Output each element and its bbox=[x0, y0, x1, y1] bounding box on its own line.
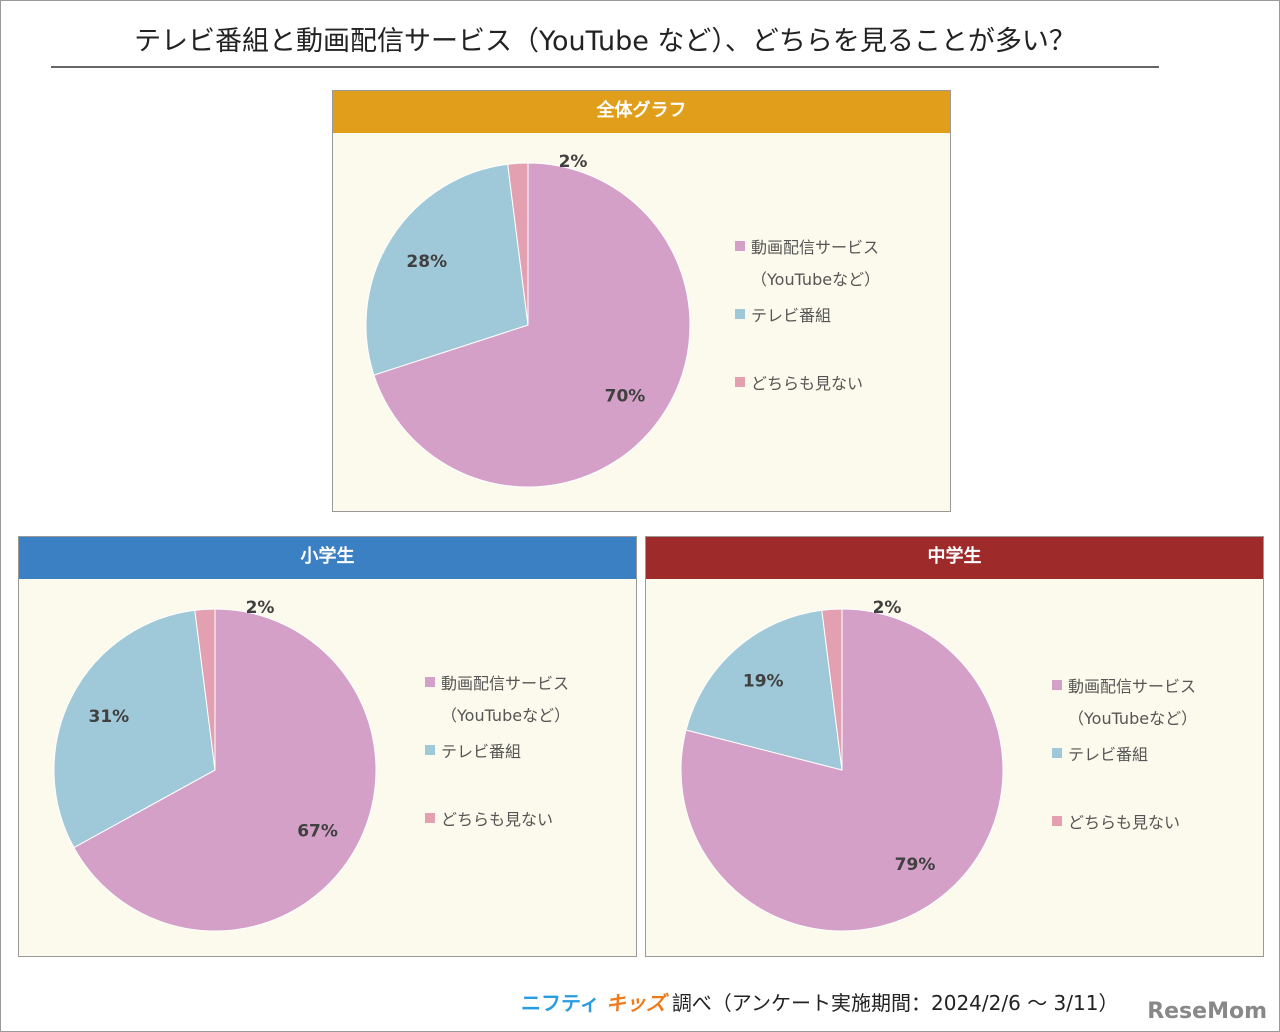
slice-none bbox=[507, 162, 529, 326]
brand-logo-kids: キッズ bbox=[605, 991, 666, 1015]
slice-tv bbox=[365, 163, 529, 376]
slice-none bbox=[194, 608, 216, 771]
watermark-logo: ReseMom bbox=[1147, 999, 1267, 1024]
legend-swatch-tv bbox=[735, 309, 745, 319]
legend-label-none: どちらも見ない bbox=[441, 810, 554, 829]
legend-label-video-sub: （YouTubeなど） bbox=[441, 706, 571, 725]
panel-overall: 全体グラフ 70% 28% 2% 動画配信サービス （YouTubeなど） テレビ番… bbox=[332, 90, 951, 512]
legend-swatch-video bbox=[425, 677, 435, 687]
page-title: テレビ番組と動画配信サービス（YouTube など）、どちらを見ることが多い？ bbox=[51, 19, 1159, 68]
legend-label-video-sub: （YouTubeなど） bbox=[1068, 709, 1198, 728]
data-label-video: 79% bbox=[895, 855, 936, 875]
pie-chart-overall: 70% 28% 2% bbox=[365, 152, 691, 488]
panel-header: 小学生 bbox=[19, 537, 636, 579]
legend: 動画配信サービス （YouTubeなど） テレビ番組 どちらも見ない bbox=[425, 665, 570, 835]
data-label-video: 70% bbox=[605, 386, 646, 406]
legend-label-none: どちらも見ない bbox=[751, 374, 864, 393]
slice-video bbox=[73, 608, 377, 932]
legend-label-tv: テレビ番組 bbox=[441, 742, 522, 761]
legend-label-tv: テレビ番組 bbox=[1068, 745, 1149, 764]
legend-label-video: 動画配信サービス bbox=[751, 238, 880, 257]
legend-swatch-none bbox=[735, 377, 745, 387]
data-label-none: 2% bbox=[246, 598, 275, 618]
slice-video bbox=[373, 162, 691, 488]
source-footer: ニフティ キッズ 調べ（アンケート実施期間：2024/2/6 〜 3/11） bbox=[521, 987, 1118, 1016]
data-label-tv: 28% bbox=[406, 252, 447, 272]
legend-label-tv: テレビ番組 bbox=[751, 306, 832, 325]
legend-swatch-video bbox=[1052, 680, 1062, 690]
legend-label-video-sub: （YouTubeなど） bbox=[751, 270, 881, 289]
legend: 動画配信サービス （YouTubeなど） テレビ番組 どちらも見ない bbox=[1052, 668, 1197, 838]
slice-none bbox=[821, 608, 843, 771]
brand-logo-nifty: ニフティ bbox=[521, 991, 600, 1015]
legend-swatch-video bbox=[735, 241, 745, 251]
data-label-none: 2% bbox=[873, 598, 902, 618]
legend-label-video: 動画配信サービス bbox=[1068, 677, 1197, 696]
legend-swatch-tv bbox=[1052, 748, 1062, 758]
data-label-video: 67% bbox=[297, 822, 338, 842]
data-label-none: 2% bbox=[559, 152, 588, 172]
pie-chart-elementary: 67% 31% 2% bbox=[53, 598, 377, 932]
legend-swatch-none bbox=[1052, 816, 1062, 826]
source-text: 調べ（アンケート実施期間：2024/2/6 〜 3/11） bbox=[671, 991, 1119, 1015]
data-label-tv: 19% bbox=[743, 672, 784, 692]
legend-label-none: どちらも見ない bbox=[1068, 813, 1181, 832]
legend: 動画配信サービス （YouTubeなど） テレビ番組 どちらも見ない bbox=[735, 229, 880, 399]
data-label-tv: 31% bbox=[88, 707, 129, 727]
legend-swatch-tv bbox=[425, 745, 435, 755]
panel-header: 中学生 bbox=[646, 537, 1263, 579]
panel-junior-high: 中学生 79% 19% 2% 動画配信サービス （YouTubeなど） テレビ番組 … bbox=[645, 536, 1264, 957]
pie-chart-junior-high: 79% 19% 2% bbox=[680, 598, 1004, 932]
legend-label-video: 動画配信サービス bbox=[441, 674, 570, 693]
slice-tv bbox=[685, 609, 843, 771]
panel-elementary: 小学生 67% 31% 2% 動画配信サービス （YouTubeなど） テレビ番組 … bbox=[18, 536, 637, 957]
panel-header: 全体グラフ bbox=[333, 91, 950, 133]
slice-tv bbox=[53, 609, 216, 849]
legend-swatch-none bbox=[425, 813, 435, 823]
